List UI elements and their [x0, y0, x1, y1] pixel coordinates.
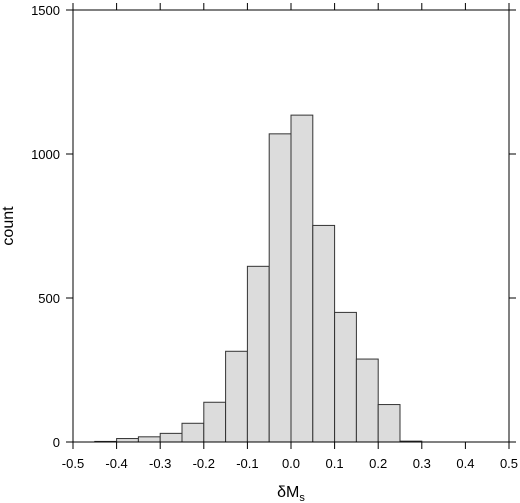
- y-tick-label: 1000: [31, 147, 60, 162]
- x-tick-label: 0.0: [282, 456, 300, 471]
- x-tick-label: 0.4: [456, 456, 474, 471]
- x-axis-label-main: δM: [277, 484, 299, 501]
- histogram-bar: [116, 438, 139, 443]
- y-tick-label: 0: [53, 435, 60, 450]
- x-tick-label: -0.1: [236, 456, 258, 471]
- x-tick-label: 0.3: [413, 456, 431, 471]
- histogram-bar: [268, 133, 292, 443]
- x-tick-label: 0.5: [500, 456, 518, 471]
- histogram-bar: [312, 224, 336, 443]
- y-axis-label: count: [0, 206, 17, 246]
- x-tick-label: 0.2: [369, 456, 387, 471]
- y-tick-label: 500: [38, 291, 60, 306]
- x-tick-label: -0.5: [62, 456, 84, 471]
- x-tick-label: -0.4: [105, 456, 127, 471]
- histogram-bar: [355, 358, 379, 443]
- histogram-bar: [334, 311, 357, 443]
- y-tick-label: 1500: [31, 3, 60, 18]
- histogram-bar: [181, 422, 205, 443]
- histogram-bar: [203, 401, 227, 443]
- x-axis-label: δMs: [277, 484, 305, 503]
- bars-group: [94, 114, 423, 443]
- plot-frame: [72, 9, 510, 443]
- histogram-bar: [225, 350, 248, 443]
- x-axis-label-subscript: s: [299, 492, 305, 503]
- x-tick-label: 0.1: [326, 456, 344, 471]
- ticks-group: [66, 3, 516, 449]
- histogram-bar: [377, 404, 401, 443]
- tick-labels-group: -0.5 -0.4 -0.3 -0.2 -0.1 0.0 0.1 0.2 0.3 0.4 0.5 0 5…: [31, 3, 518, 471]
- x-tick-label: -0.2: [193, 456, 215, 471]
- histogram-bar: [159, 432, 183, 443]
- histogram-bar: [246, 265, 270, 443]
- histogram-bar: [137, 436, 161, 443]
- x-tick-label: -0.3: [149, 456, 171, 471]
- histogram-bar: [290, 114, 314, 443]
